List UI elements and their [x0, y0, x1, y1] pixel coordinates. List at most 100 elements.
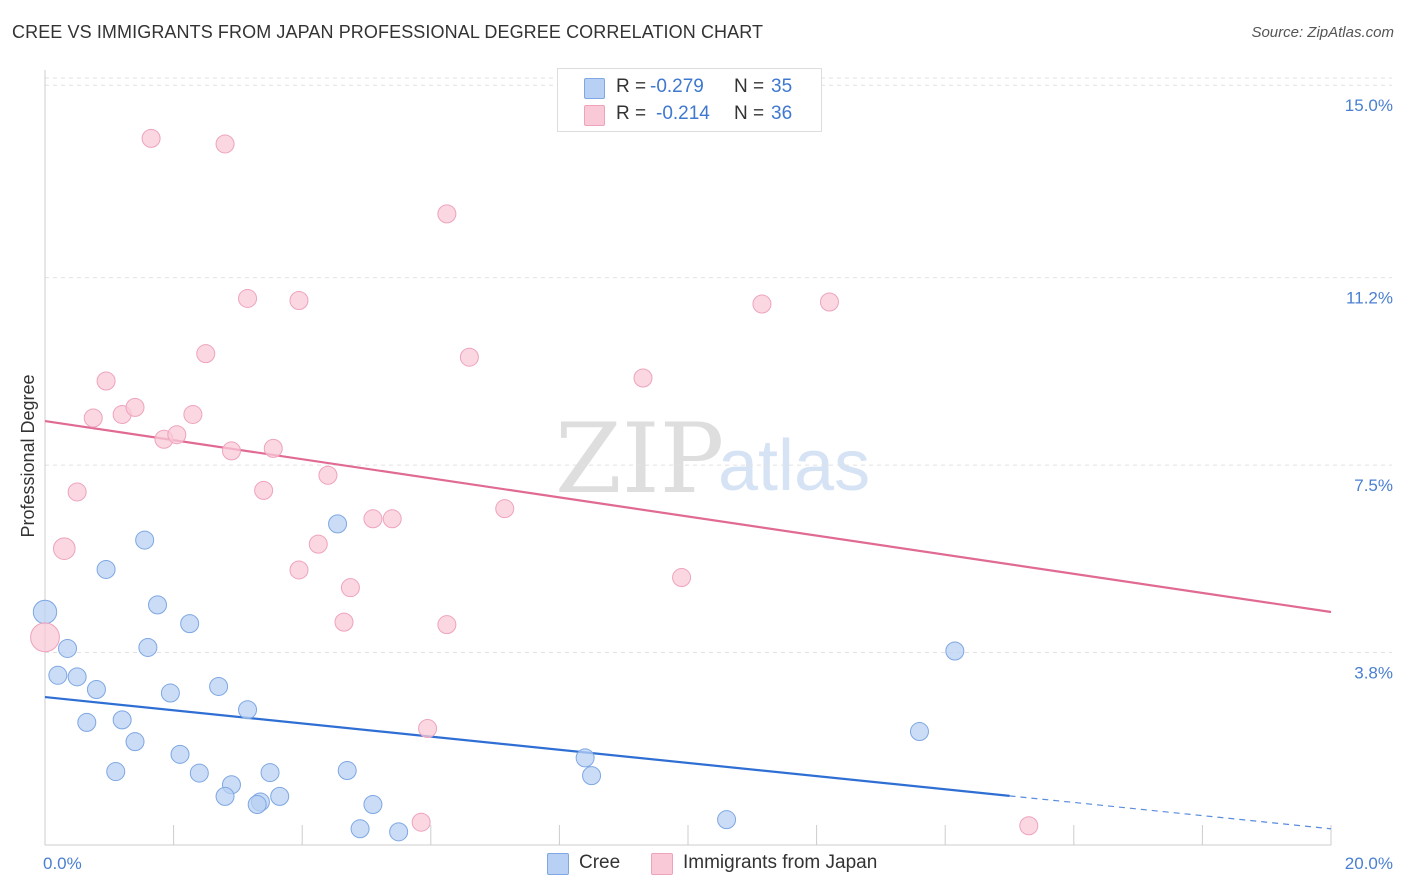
point-cree — [337, 761, 357, 781]
point-cree — [48, 665, 68, 685]
point-cree — [717, 810, 737, 830]
point-cree — [582, 766, 602, 786]
trend-lines — [44, 419, 1332, 830]
legend-swatch-cree — [584, 78, 605, 99]
point-japan — [334, 612, 354, 632]
point-cree — [148, 595, 168, 615]
point-japan — [1019, 816, 1039, 836]
gridlines — [45, 77, 1392, 654]
legend-n-value: 36 — [771, 103, 793, 124]
correlation-legend: R = -0.279 N = 35 R = -0.214 N = 36 — [557, 68, 822, 132]
point-cree — [215, 786, 235, 806]
chart-title: CREE VS IMMIGRANTS FROM JAPAN PROFESSION… — [12, 22, 764, 42]
point-cree — [77, 712, 97, 732]
point-japan — [418, 718, 438, 738]
point-cree — [32, 599, 58, 625]
point-japan — [495, 499, 515, 519]
legend-r-value: -0.214 — [656, 103, 710, 124]
y-tick-label: 15.0% — [1345, 96, 1393, 115]
point-japan — [238, 288, 258, 308]
point-japan — [411, 812, 431, 832]
point-japan — [437, 615, 457, 635]
point-cree — [180, 614, 200, 634]
trend-line-cree — [44, 695, 1010, 797]
y-tick-label: 11.2% — [1346, 289, 1393, 308]
point-japan — [96, 371, 116, 391]
axes — [44, 70, 1332, 846]
point-japan — [318, 465, 338, 485]
point-japan — [308, 534, 328, 554]
x-tick-label: 20.0% — [1345, 854, 1393, 873]
point-cree — [106, 762, 126, 782]
point-cree — [170, 744, 190, 764]
point-cree — [363, 794, 383, 814]
point-japan — [289, 560, 309, 580]
legend-n-label: N = — [734, 76, 765, 97]
x-tick-label: 0.0% — [43, 854, 82, 873]
legend-swatch-japan — [651, 853, 673, 875]
point-cree — [58, 638, 78, 658]
watermark-zip: ZIP — [555, 403, 724, 515]
point-japan — [382, 509, 402, 529]
tick-labels: 3.8% 7.5% 11.2% 15.0% 0.0% 20.0% — [43, 96, 1393, 873]
point-japan — [83, 408, 103, 428]
source-credit: Source: ZipAtlas.com — [1251, 24, 1394, 41]
legend-label-cree: Cree — [579, 852, 621, 873]
data-points — [30, 128, 1039, 842]
point-japan — [30, 622, 60, 653]
point-cree — [945, 641, 965, 661]
y-axis-label: Professional Degree — [18, 374, 38, 537]
point-cree — [350, 819, 370, 839]
point-japan — [167, 425, 187, 445]
point-cree — [160, 683, 180, 703]
point-cree — [189, 763, 209, 783]
point-japan — [215, 134, 235, 154]
point-cree — [135, 530, 155, 550]
point-japan — [752, 294, 772, 314]
point-japan — [340, 578, 360, 598]
point-japan — [672, 568, 692, 588]
point-japan — [289, 290, 309, 310]
point-japan — [141, 128, 161, 148]
point-cree — [209, 676, 229, 696]
point-japan — [196, 344, 216, 364]
point-japan — [459, 347, 479, 367]
point-cree — [96, 559, 116, 579]
watermark-atlas: atlas — [718, 426, 870, 506]
point-cree — [238, 700, 258, 720]
legend-n-value: 35 — [771, 76, 793, 97]
trend-line-cree-extrapolated — [1009, 795, 1332, 830]
point-cree — [247, 794, 267, 814]
legend-r-label: R = — [616, 76, 647, 97]
point-cree — [270, 786, 290, 806]
trend-line-japan — [44, 419, 1332, 614]
point-cree — [125, 732, 145, 752]
point-cree — [67, 667, 87, 687]
point-japan — [125, 397, 145, 417]
legend-swatch-cree — [547, 853, 569, 875]
y-tick-label: 3.8% — [1354, 664, 1393, 683]
point-japan — [819, 292, 839, 312]
point-japan — [183, 404, 203, 424]
point-cree — [86, 679, 106, 699]
point-japan — [633, 368, 653, 388]
point-japan — [254, 480, 274, 500]
legend-r-value: -0.279 — [650, 76, 704, 97]
point-japan — [363, 509, 383, 529]
point-cree — [328, 514, 348, 534]
y-tick-label: 7.5% — [1354, 476, 1393, 495]
legend-swatch-japan — [584, 105, 605, 126]
watermark: ZIP atlas — [555, 403, 870, 515]
point-cree — [138, 637, 158, 657]
point-japan — [52, 537, 76, 560]
legend-r-label: R = — [616, 103, 647, 124]
legend-n-label: N = — [734, 103, 765, 124]
point-cree — [909, 722, 929, 742]
point-cree — [389, 822, 409, 842]
point-cree — [575, 748, 595, 768]
point-cree — [260, 763, 280, 783]
point-japan — [67, 482, 87, 502]
legend-label-japan: Immigrants from Japan — [683, 852, 878, 873]
point-japan — [263, 438, 283, 458]
